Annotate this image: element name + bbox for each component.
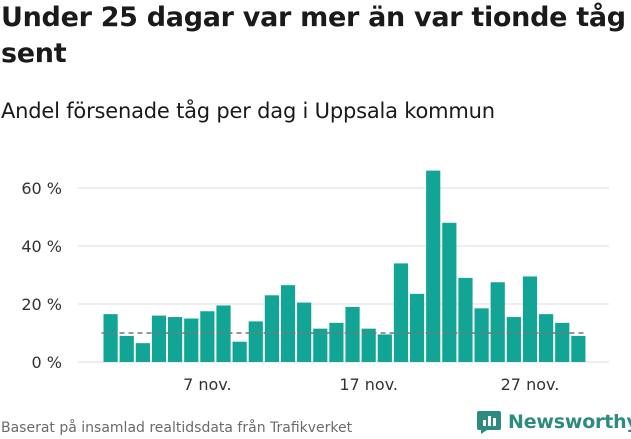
bar [248, 321, 263, 362]
y-tick-label: 20 % [21, 295, 62, 314]
bar [264, 295, 279, 362]
source-note: Baserat på insamlad realtidsdata från Tr… [1, 420, 353, 436]
bar [539, 314, 554, 362]
y-tick-label: 0 % [32, 353, 62, 372]
chart-title: Under 25 dagar var mer än var tionde tåg… [1, 2, 626, 69]
bar [442, 222, 457, 362]
bar [555, 322, 570, 362]
bar [280, 285, 296, 362]
bar [490, 282, 505, 362]
x-tick-label: 17 nov. [339, 375, 398, 394]
chart-subtitle: Andel försenade tåg per dag i Uppsala ko… [1, 99, 495, 123]
bar [119, 335, 134, 362]
newsworthy-logo: Newsworthy [476, 409, 631, 435]
bar [345, 306, 360, 362]
bar [329, 322, 344, 362]
bar [135, 343, 150, 362]
bar [426, 170, 441, 362]
bar [409, 293, 425, 362]
bar [200, 311, 215, 362]
y-tick-label: 40 % [21, 237, 62, 256]
logo-text: Newsworthy [508, 411, 631, 433]
bar-chart: 0 % 20 % 40 % 60 % 7 nov. 17 nov. 27 nov. [21, 170, 609, 394]
newsworthy-logo-icon [477, 411, 501, 434]
bar [458, 277, 473, 362]
bar [103, 314, 118, 362]
bar [232, 341, 247, 362]
bar [361, 328, 376, 362]
x-tick-label: 7 nov. [183, 375, 232, 394]
bar [313, 328, 328, 362]
bar [151, 315, 167, 362]
bar [216, 305, 231, 362]
bar [474, 308, 489, 362]
bar [184, 318, 199, 362]
bar [377, 334, 392, 362]
bar [522, 276, 538, 362]
bar [393, 263, 409, 362]
x-tick-label: 27 nov. [501, 375, 560, 394]
bar [506, 317, 521, 362]
bar [168, 317, 183, 362]
bar [571, 335, 586, 362]
y-tick-label: 60 % [21, 179, 62, 198]
